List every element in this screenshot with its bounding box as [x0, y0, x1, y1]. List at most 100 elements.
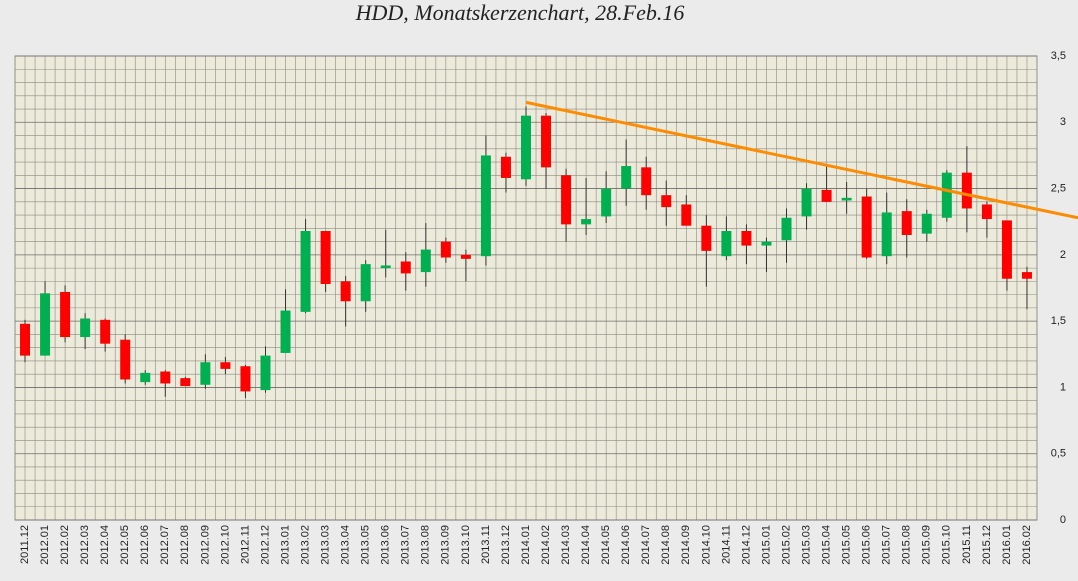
x-tick-label: 2014.02: [540, 525, 552, 565]
candle-body: [781, 217, 792, 241]
candle-body: [80, 318, 91, 338]
x-tick-label: 2014.09: [680, 525, 692, 565]
y-tick-label: 3: [1060, 116, 1066, 128]
candle-body: [220, 362, 231, 369]
x-tick-label: 2013.09: [440, 525, 452, 565]
candle-body: [541, 115, 552, 168]
x-tick-label: 2012.09: [199, 525, 211, 565]
candle-body: [841, 197, 852, 201]
x-tick-label: 2012.07: [159, 525, 171, 565]
x-tick-label: 2014.07: [640, 525, 652, 565]
candle-body: [941, 172, 952, 218]
candle-body: [480, 155, 491, 257]
x-tick-label: 2015.01: [760, 525, 772, 565]
candle-body: [200, 362, 211, 385]
chart-title: HDD, Monatskerzenchart, 28.Feb.16: [355, 0, 685, 25]
x-tick-label: 2011.12: [19, 525, 31, 564]
candle-body: [821, 189, 832, 202]
x-tick-label: 2015.09: [921, 525, 933, 565]
x-tick-label: 2014.01: [520, 525, 532, 565]
candle-body: [701, 225, 712, 251]
candle-body: [160, 371, 171, 384]
x-tick-label: 2012.04: [99, 525, 111, 565]
candle-body: [180, 378, 191, 387]
x-tick-label: 2012.06: [139, 525, 151, 565]
y-tick-label: 1: [1060, 381, 1066, 393]
x-tick-label: 2015.10: [941, 525, 953, 565]
x-tick-label: 2015.08: [901, 525, 913, 565]
candle-body: [380, 265, 391, 269]
candle-body: [901, 211, 912, 235]
x-tick-label: 2012.01: [39, 525, 51, 565]
y-tick-label: 1,5: [1051, 315, 1066, 327]
x-tick-label: 2012.11: [239, 525, 251, 564]
x-tick-label: 2015.02: [780, 525, 792, 565]
candle-body: [280, 310, 291, 353]
x-tick-label: 2012.08: [179, 525, 191, 565]
x-tick-label: 2013.03: [320, 525, 332, 565]
x-tick-label: 2012.03: [79, 525, 91, 565]
candle-body: [420, 249, 431, 273]
candle-body: [300, 230, 311, 312]
x-tick-label: 2013.02: [299, 525, 311, 565]
y-tick-label: 2: [1060, 249, 1066, 261]
candle-body: [621, 166, 632, 189]
x-tick-label: 2012.10: [219, 525, 231, 565]
candle-body: [661, 195, 672, 208]
candle-body: [100, 319, 111, 344]
x-tick-label: 2013.08: [420, 525, 432, 565]
x-tick-label: 2013.12: [500, 525, 512, 565]
x-tick-label: 2013.06: [380, 525, 392, 565]
candle-body: [721, 230, 732, 257]
candle-body: [961, 172, 972, 209]
candle-body: [641, 167, 652, 196]
x-tick-label: 2015.04: [820, 525, 832, 565]
x-tick-label: 2015.12: [981, 525, 993, 565]
x-tick-label: 2014.08: [660, 525, 672, 565]
candle-body: [981, 204, 992, 220]
candle-body: [60, 291, 71, 338]
x-tick-label: 2015.06: [861, 525, 873, 565]
candle-body: [861, 196, 872, 258]
candle-body: [460, 254, 471, 259]
x-tick-label: 2015.11: [961, 525, 973, 564]
candle-body: [20, 323, 31, 356]
candle-body: [440, 241, 451, 258]
x-tick-label: 2016.01: [1001, 525, 1013, 565]
candle-body: [320, 230, 331, 285]
candle-body: [1021, 272, 1032, 279]
x-tick-label: 2016.02: [1021, 525, 1033, 565]
x-tick-label: 2012.12: [259, 525, 271, 565]
candle-body: [400, 261, 411, 274]
x-tick-label: 2012.02: [59, 525, 71, 565]
x-tick-label: 2014.03: [560, 525, 572, 565]
x-tick-label: 2015.05: [841, 525, 853, 565]
candle-body: [921, 213, 932, 234]
x-tick-label: 2014.12: [740, 525, 752, 565]
x-tick-label: 2013.10: [460, 525, 472, 565]
y-tick-label: 3,5: [1051, 50, 1066, 62]
candle-body: [40, 293, 51, 356]
candle-body: [561, 175, 572, 225]
y-tick-label: 0,5: [1051, 448, 1066, 460]
candle-body: [340, 281, 351, 302]
x-tick-label: 2014.11: [720, 525, 732, 564]
candle-body: [1001, 220, 1012, 279]
candle-body: [120, 339, 131, 380]
candle-body: [601, 188, 612, 217]
candle-body: [260, 355, 271, 391]
candle-body: [140, 372, 151, 383]
x-tick-label: 2015.03: [800, 525, 812, 565]
candle-body: [500, 156, 511, 178]
x-tick-label: 2015.07: [881, 525, 893, 565]
candle-body: [521, 115, 531, 180]
candle-body: [581, 219, 592, 225]
x-tick-label: 2014.05: [600, 525, 612, 565]
candle-body: [681, 204, 692, 226]
candle-body: [801, 188, 812, 217]
candle-body: [741, 230, 752, 246]
candle-body: [881, 212, 892, 257]
candle-body: [360, 264, 371, 302]
x-tick-label: 2014.10: [700, 525, 712, 565]
